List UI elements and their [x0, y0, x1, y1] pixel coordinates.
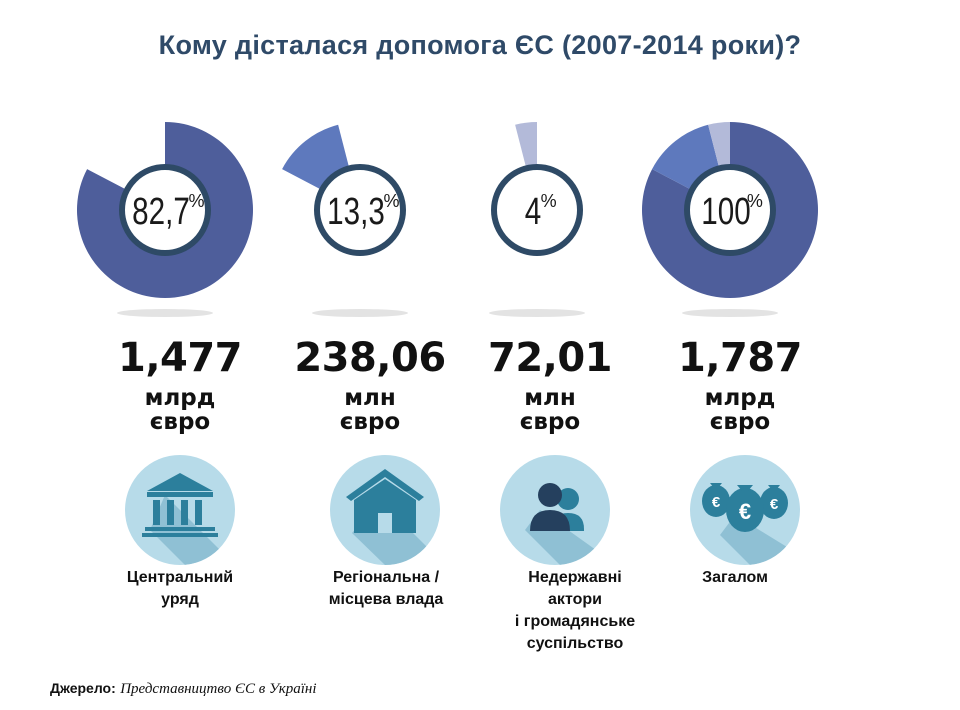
- category-label-regional: Регіональна / місцева влада: [276, 567, 496, 611]
- label-line: і громадянське: [514, 613, 636, 630]
- category-label-nonstate: Недержавні актори і громадянське суспіль…: [465, 567, 685, 655]
- label-line: уряд: [161, 591, 199, 608]
- category-label-central: Центральний уряд: [70, 567, 290, 611]
- amount-unit: млрд: [144, 385, 216, 411]
- percent-label: 100: [701, 191, 750, 233]
- shadow: [489, 309, 585, 317]
- category-label-total: Загалом: [625, 567, 845, 589]
- percent-label: 82,7: [132, 191, 190, 233]
- amount-block-nonstate: 72,01 млн євро: [440, 330, 660, 434]
- amount-currency: євро: [709, 409, 771, 435]
- center-ring: [491, 164, 583, 256]
- svg-text:€: €: [770, 496, 779, 513]
- center-ring: [684, 164, 776, 256]
- shadow: [117, 309, 213, 317]
- percent-sign: %: [384, 191, 400, 211]
- label-line: Загалом: [702, 569, 768, 586]
- svg-text:€: €: [739, 499, 751, 524]
- svg-text:€: €: [712, 494, 721, 511]
- amount-value: 1,477: [117, 335, 243, 381]
- label-line: Регіональна /: [332, 569, 440, 586]
- amount-value: 1,787: [677, 335, 803, 381]
- amount-block-total: 1,787 млрд євро: [630, 330, 850, 434]
- page-title: Кому дісталася допомога ЄС (2007-2014 ро…: [158, 30, 802, 60]
- government-building-icon: [125, 455, 235, 565]
- amount-block-central: 1,477 млрд євро: [70, 330, 290, 434]
- amount-currency: євро: [149, 409, 211, 435]
- source-note: Джерело: Представництво ЄС в Україні: [50, 680, 317, 698]
- people-icon: [500, 455, 610, 565]
- label-line: суспільство: [526, 635, 624, 652]
- percent-sign: %: [747, 191, 763, 211]
- label-line: актори: [548, 591, 602, 608]
- amount-unit: млрд: [704, 385, 776, 411]
- center-ring: [314, 164, 406, 256]
- money-bags-icon: € € €: [690, 455, 800, 565]
- amount-unit: млн: [344, 385, 396, 411]
- shadow: [312, 309, 408, 317]
- percent-sign: %: [189, 191, 205, 211]
- amount-currency: євро: [339, 409, 401, 435]
- shadow: [682, 309, 778, 317]
- amount-value: 72,01: [487, 335, 613, 381]
- label-line: місцева влада: [328, 591, 444, 608]
- house-icon: [330, 455, 440, 565]
- label-line: Центральний: [126, 569, 234, 586]
- percent-label: 4: [525, 191, 541, 233]
- amount-currency: євро: [519, 409, 581, 435]
- source-value: Представництво ЄС в Україні: [120, 681, 317, 697]
- label-line: Недержавні: [528, 569, 622, 586]
- percent-sign: %: [541, 191, 557, 211]
- source-key: Джерело:: [50, 680, 116, 696]
- amount-unit: млн: [524, 385, 576, 411]
- amount-value: 238,06: [294, 335, 446, 381]
- amount-block-regional: 238,06 млн євро: [260, 330, 480, 434]
- percent-label: 13,3: [327, 191, 385, 233]
- pie-charts: 82,7% 13,3% 4% 100%: [77, 122, 818, 317]
- center-ring: [119, 164, 211, 256]
